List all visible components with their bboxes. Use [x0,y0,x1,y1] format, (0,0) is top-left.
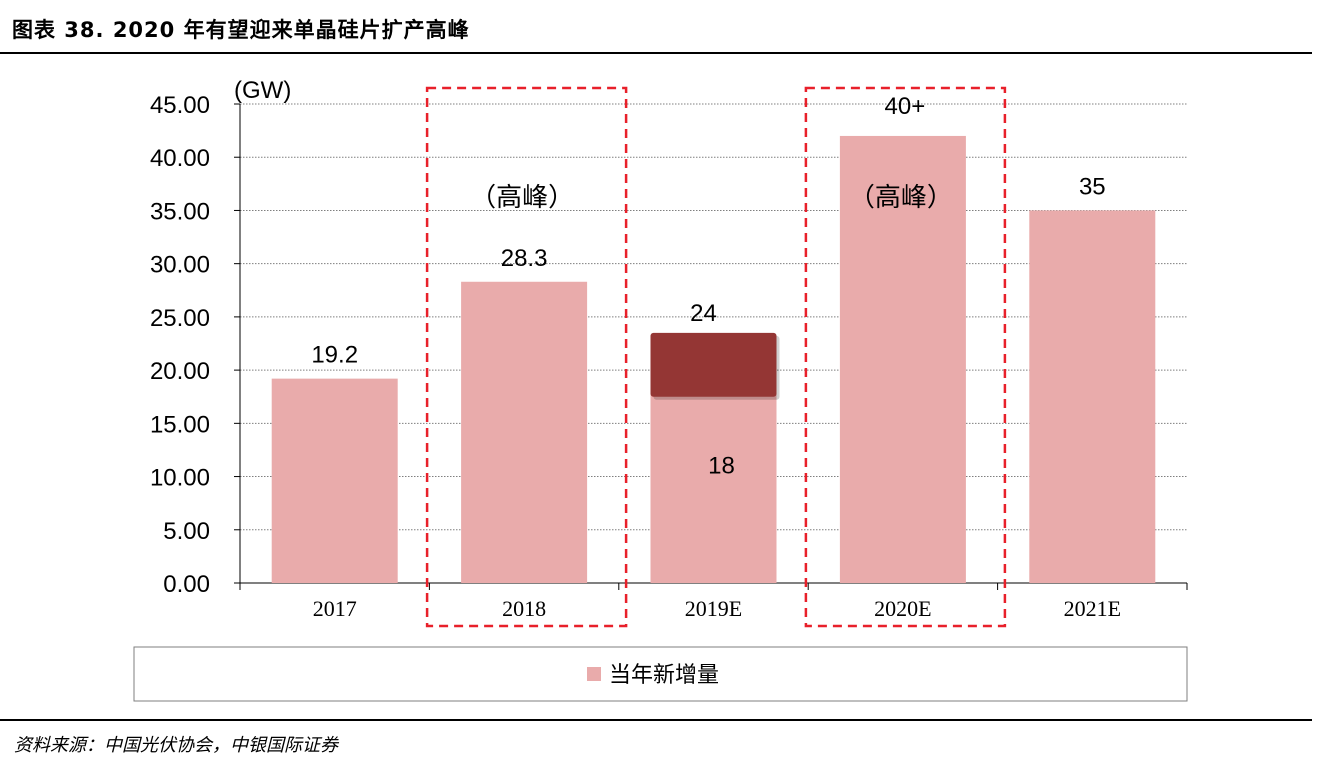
bar-2020E [839,135,966,583]
x-tick-label: 2018 [502,596,546,621]
top-rule [0,52,1312,54]
highlight-box-2020E [804,86,1007,628]
data-labels: 19.2 28.3 18 40+ 35 24 [311,93,1105,479]
y-tick-label: 40.00 [150,145,210,172]
data-label-2019E: 18 [708,452,735,479]
bar-2018 [461,281,588,583]
overlay-bar-2019E [650,332,777,397]
y-axis-unit-label: (GW) [234,77,291,104]
data-label-2021E: 35 [1079,173,1106,200]
legend: 当年新增量 [133,646,1188,702]
highlight-note-2018: （高峰） [470,183,574,213]
highlight-boxes: （高峰） （高峰） [425,86,1007,628]
x-tick-label: 2017 [313,596,357,621]
y-tick-label: 0.00 [163,571,210,598]
bars [271,135,1156,583]
y-tick-label: 30.00 [150,252,210,279]
bar-2017 [271,378,398,583]
bar-chart: 0.00 5.00 10.00 15.00 20.00 25.00 30.00 35.00 40… [133,77,1188,702]
y-tick-label: 5.00 [163,518,210,545]
gridlines [234,103,1188,590]
y-tick-label: 45.00 [150,92,210,119]
bar-2021E [1029,210,1156,583]
chart-title: 图表 38. 2020 年有望迎来单晶硅片扩产高峰 [12,18,470,42]
y-tick-label: 20.00 [150,358,210,385]
legend-swatch [587,667,601,681]
highlight-note-2020E: （高峰） [849,183,953,213]
legend-label: 当年新增量 [609,663,719,688]
y-tick-label: 35.00 [150,198,210,225]
legend-frame [133,646,1188,702]
x-axis-ticks: 2017 2018 2019E 2020E 2021E [313,596,1121,621]
bottom-rule [0,719,1312,721]
y-tick-label: 10.00 [150,465,210,492]
overlay-label: 24 [690,300,717,327]
source-note: 资料来源：中国光伏协会，中银国际证券 [14,735,338,756]
y-tick-label: 15.00 [150,411,210,438]
x-tick-label: 2019E [685,596,742,621]
bar-2019E [650,391,777,583]
x-tick-label: 2020E [874,596,931,621]
y-axis-ticks: 0.00 5.00 10.00 15.00 20.00 25.00 30.00 35.00 40… [150,92,210,598]
x-tick-label: 2021E [1064,596,1121,621]
highlight-box-2018 [425,86,628,628]
data-label-2017: 19.2 [311,342,358,369]
y-tick-label: 25.00 [150,305,210,332]
data-label-2018: 28.3 [501,245,548,272]
data-label-2020E: 40+ [885,93,926,120]
